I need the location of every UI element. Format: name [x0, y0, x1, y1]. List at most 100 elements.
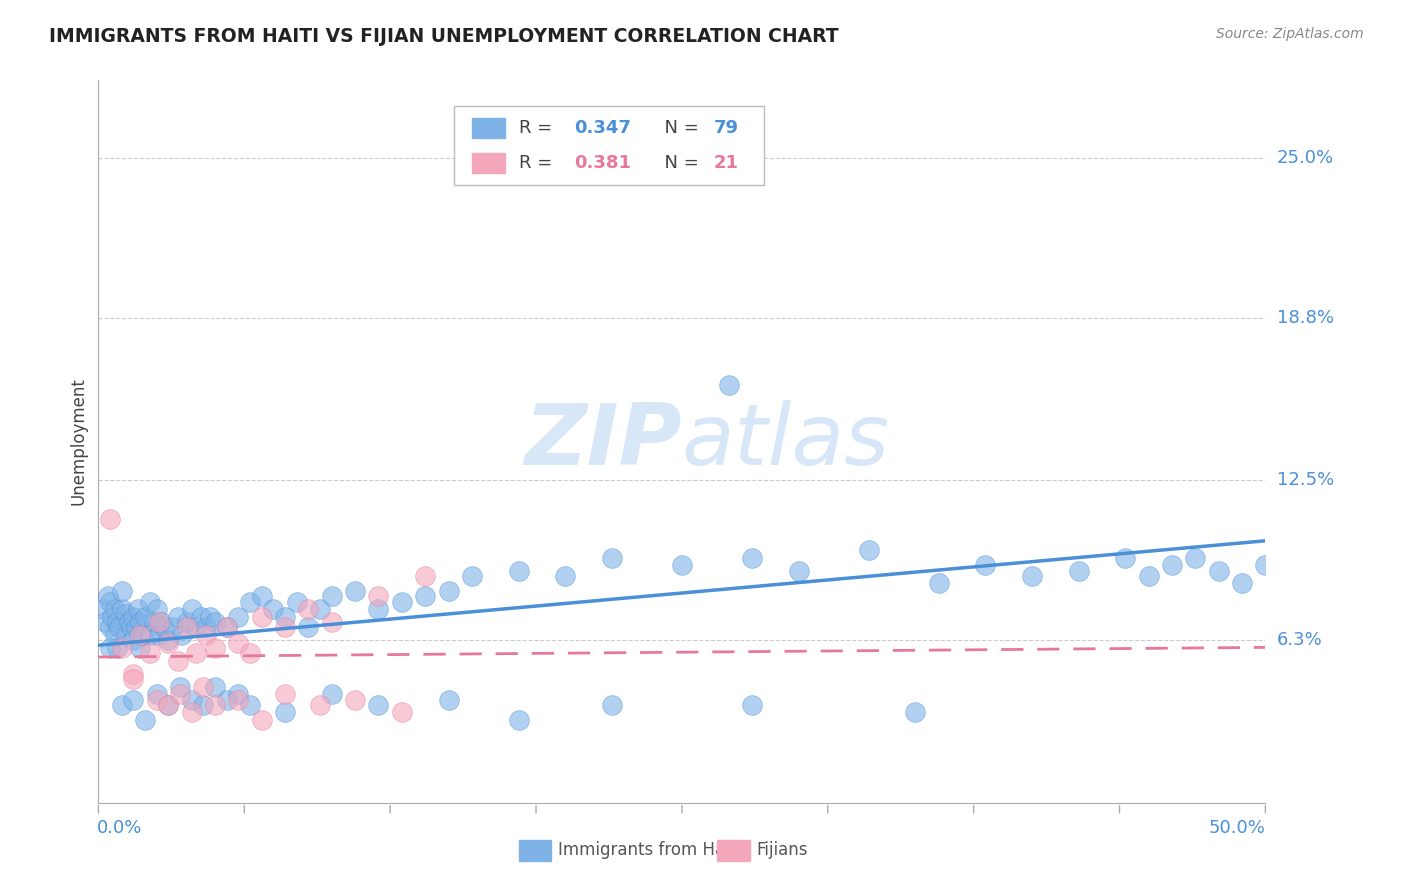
Point — [146, 602, 169, 616]
Text: 21: 21 — [713, 153, 738, 172]
Point — [166, 610, 188, 624]
Point — [122, 692, 145, 706]
Point — [125, 620, 148, 634]
Text: Source: ZipAtlas.com: Source: ZipAtlas.com — [1216, 27, 1364, 41]
Point — [111, 602, 134, 616]
Point — [321, 615, 343, 630]
Point — [122, 610, 145, 624]
Point — [554, 568, 576, 582]
Point — [274, 610, 297, 624]
Point — [297, 620, 319, 634]
Point — [321, 590, 343, 604]
Point — [186, 646, 208, 660]
Point — [115, 607, 138, 622]
Text: 6.3%: 6.3% — [1277, 632, 1322, 649]
Point — [134, 610, 156, 624]
Bar — [717, 840, 749, 861]
Point — [120, 620, 142, 634]
Point — [152, 620, 174, 634]
Point — [600, 698, 623, 712]
Point — [285, 594, 308, 608]
Point — [101, 610, 124, 624]
Text: 0.381: 0.381 — [575, 153, 631, 172]
Point — [146, 692, 169, 706]
Point — [413, 568, 436, 582]
Text: 12.5%: 12.5% — [1277, 471, 1334, 489]
Point — [858, 542, 880, 557]
Point — [413, 590, 436, 604]
Text: Fijians: Fijians — [756, 841, 808, 859]
Point — [974, 558, 997, 573]
Point — [741, 698, 763, 712]
Point — [904, 706, 927, 720]
Text: 18.8%: 18.8% — [1277, 309, 1333, 326]
Point — [1021, 568, 1043, 582]
Point — [508, 564, 530, 578]
Text: N =: N = — [652, 119, 704, 136]
Point — [148, 628, 170, 642]
Point — [1067, 564, 1090, 578]
Point — [215, 620, 238, 634]
Text: IMMIGRANTS FROM HAITI VS FIJIAN UNEMPLOYMENT CORRELATION CHART: IMMIGRANTS FROM HAITI VS FIJIAN UNEMPLOY… — [49, 27, 839, 45]
Point — [111, 640, 134, 655]
Point — [190, 610, 212, 624]
Point — [309, 602, 332, 616]
Point — [367, 698, 389, 712]
Point — [1254, 558, 1277, 573]
Point — [98, 512, 121, 526]
Point — [132, 628, 155, 642]
Text: N =: N = — [652, 153, 704, 172]
Y-axis label: Unemployment: Unemployment — [69, 377, 87, 506]
Point — [186, 620, 208, 634]
Point — [129, 640, 152, 655]
Point — [157, 698, 180, 712]
Point — [600, 550, 623, 565]
Point — [172, 628, 194, 642]
Point — [169, 680, 191, 694]
Point — [274, 620, 297, 634]
Point — [115, 628, 138, 642]
Point — [111, 584, 134, 599]
Point — [1114, 550, 1136, 565]
Point — [250, 590, 273, 604]
Point — [122, 633, 145, 648]
Point — [391, 594, 413, 608]
Point — [1184, 550, 1206, 565]
FancyBboxPatch shape — [454, 105, 763, 185]
Point — [148, 615, 170, 630]
Point — [367, 602, 389, 616]
Text: 79: 79 — [713, 119, 738, 136]
Point — [461, 568, 484, 582]
Point — [204, 698, 226, 712]
Point — [122, 666, 145, 681]
Text: R =: R = — [519, 119, 558, 136]
Point — [215, 620, 238, 634]
Point — [1161, 558, 1184, 573]
Point — [437, 584, 460, 599]
Point — [193, 680, 215, 694]
Point — [111, 698, 134, 712]
Point — [166, 654, 188, 668]
Point — [274, 706, 297, 720]
Point — [176, 620, 198, 634]
Point — [98, 594, 121, 608]
Point — [215, 692, 238, 706]
Point — [321, 687, 343, 701]
Point — [127, 602, 149, 616]
Point — [309, 698, 332, 712]
Point — [204, 615, 226, 630]
Point — [180, 692, 202, 706]
Text: 25.0%: 25.0% — [1277, 149, 1334, 167]
Point — [146, 687, 169, 701]
Point — [134, 713, 156, 727]
Point — [129, 628, 152, 642]
Point — [180, 602, 202, 616]
Point — [194, 628, 217, 642]
Point — [98, 620, 121, 634]
Point — [391, 706, 413, 720]
Point — [228, 636, 250, 650]
Point — [239, 698, 262, 712]
Point — [671, 558, 693, 573]
Point — [228, 610, 250, 624]
Point — [139, 628, 162, 642]
